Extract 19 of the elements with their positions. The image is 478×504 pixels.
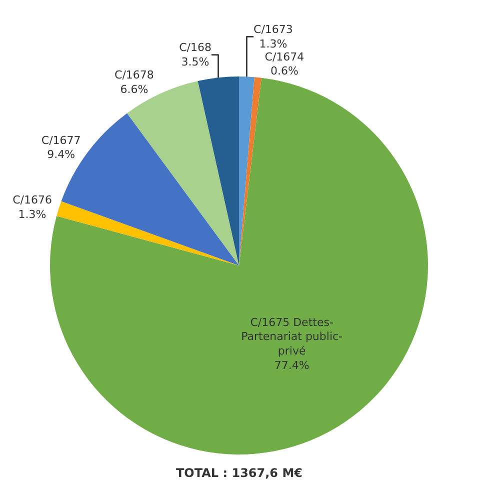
slice-label: C/1674 — [264, 50, 304, 64]
pie-slice — [239, 76, 254, 266]
pie-slice — [198, 76, 239, 266]
slice-label: C/168 — [179, 41, 212, 54]
data-label: 1.3% — [18, 208, 46, 221]
data-label: 1.3% — [259, 37, 288, 50]
slice-label: C/1673 — [254, 22, 293, 36]
text: TOTAL : 1367,6 M€ — [176, 466, 303, 480]
data-label: 0.6% — [270, 64, 298, 78]
data-label: 6.6% — [120, 82, 148, 96]
slice-label: C/1678 — [114, 68, 154, 82]
data-label: 3.5% — [181, 55, 210, 68]
pie-slice — [56, 201, 239, 266]
pie-slice — [239, 77, 262, 266]
slice-label: C/1677 — [41, 134, 81, 147]
data-label: 77.4% — [274, 358, 310, 372]
slice-label: C/1676 — [12, 194, 52, 207]
data-label: 9.4% — [47, 148, 76, 162]
slice-label: C/1675 Dettes-Partenariat public-privé — [241, 316, 343, 358]
